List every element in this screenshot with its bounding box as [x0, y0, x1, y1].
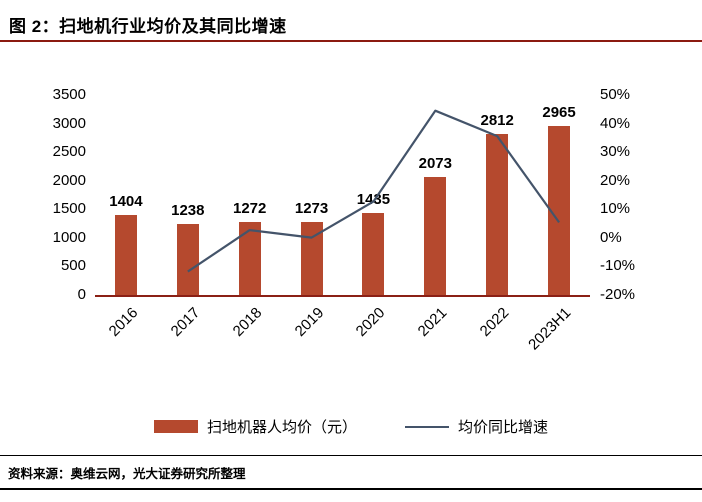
y-axis-right-tick: 40%	[600, 114, 631, 132]
y-axis-right-tick: 10%	[600, 200, 631, 218]
bar	[424, 176, 447, 295]
legend-label-line: 均价同比增速	[458, 419, 549, 436]
line-series-swatch	[405, 425, 449, 428]
bar	[548, 125, 571, 295]
bar	[114, 214, 137, 295]
y-axis-left-tick: 1500	[52, 200, 86, 218]
bar	[176, 224, 199, 295]
bar-value-label: 1272	[233, 200, 267, 218]
y-axis-right-tick: -10%	[600, 257, 636, 275]
bar-value-label: 1273	[294, 200, 329, 218]
y-axis-left-tick: 0	[77, 286, 86, 303]
bar-series-swatch	[153, 420, 198, 433]
y-axis-left-tick: 2000	[52, 171, 86, 189]
bar-value-label: 2073	[418, 154, 452, 172]
y-axis-left-tick: 500	[60, 257, 86, 275]
y-axis-left-tick: 2500	[52, 143, 86, 161]
footer-divider-bottom	[0, 488, 702, 490]
y-axis-right-tick: 30%	[600, 143, 631, 161]
y-axis-right-tick: -20%	[600, 286, 636, 303]
bar	[362, 213, 385, 295]
chart-legend: 扫地机器人均价（元） 均价同比增速	[0, 416, 702, 437]
footer-divider-top	[0, 455, 702, 456]
bar-value-label: 1435	[356, 191, 391, 208]
bar-value-label: 1404	[109, 192, 143, 210]
bar-value-label: 2965	[542, 103, 576, 121]
y-axis-left-tick: 1000	[52, 228, 86, 246]
bar	[300, 222, 323, 295]
bar	[238, 222, 261, 295]
bar-value-label: 2812	[480, 112, 514, 130]
legend-item-line: 均价同比增速	[405, 416, 548, 437]
legend-item-bar: 扫地机器人均价（元）	[153, 416, 357, 437]
bar-value-label: 1238	[171, 202, 205, 220]
x-axis-line	[95, 295, 590, 297]
y-axis-right-tick: 20%	[600, 171, 631, 189]
y-axis-right-tick: 50%	[600, 86, 631, 103]
source-note: 资料来源：奥维云网，光大证券研究所整理	[8, 467, 246, 481]
figure-title: 图 2：扫地机行业均价及其同比增速	[9, 17, 287, 36]
legend-label-bar: 扫地机器人均价（元）	[206, 419, 357, 436]
y-axis-left-tick: 3500	[52, 86, 86, 103]
y-axis-left-tick: 3000	[52, 114, 86, 132]
y-axis-right-tick: 0%	[600, 228, 622, 246]
title-divider	[0, 40, 702, 42]
bar	[486, 134, 509, 295]
